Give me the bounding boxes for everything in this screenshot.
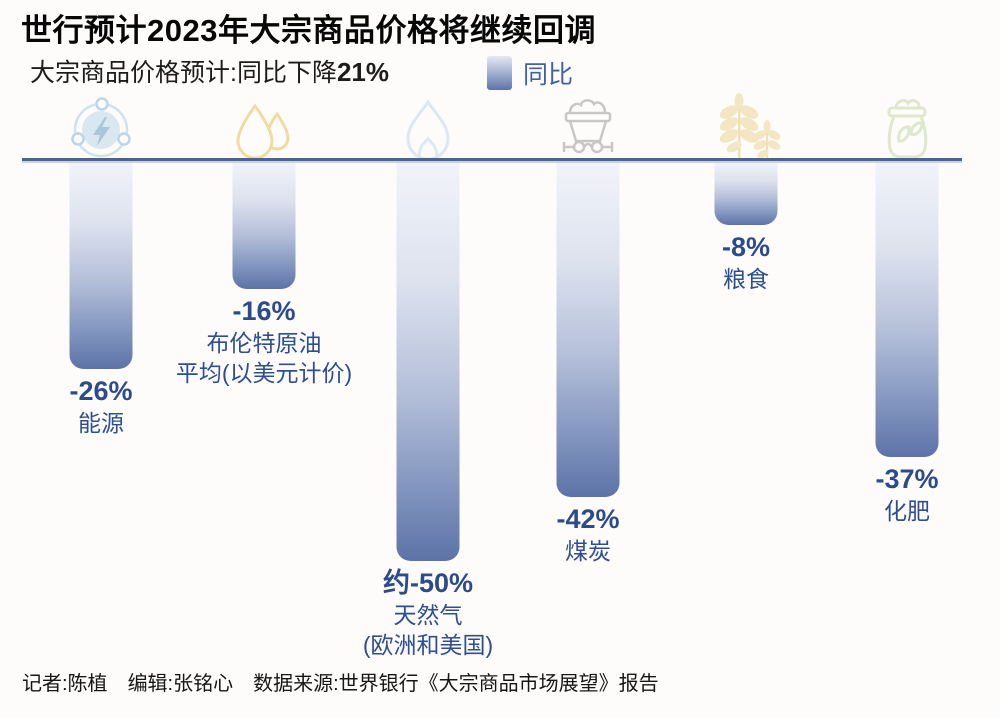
- bar-labels: -16% 布伦特原油 平均(以美元计价): [104, 294, 424, 388]
- legend: 同比: [487, 55, 573, 91]
- bar-value-label: -8%: [721, 232, 770, 262]
- bar-value-label: -16%: [232, 296, 296, 326]
- bar-column-grain: -8% 粮食: [666, 0, 826, 718]
- bar-category-label: 煤炭: [565, 538, 611, 564]
- chart-baseline: [22, 158, 962, 163]
- bar-column-fertilizer: -37% 化肥: [827, 0, 987, 718]
- bar: [69, 161, 133, 369]
- bar: [875, 161, 939, 457]
- bar-value-label: -26%: [69, 376, 133, 406]
- bar-labels: -26% 能源: [0, 374, 261, 438]
- wheat-icon: [707, 90, 785, 166]
- bar-column-energy: -26% 能源: [21, 0, 181, 718]
- footer-source: 数据来源:世界银行《大宗商品市场展望》报告: [253, 673, 659, 695]
- bar-column-brent-crude: -16% 布伦特原油 平均(以美元计价): [176, 0, 352, 718]
- energy-icon: [69, 96, 133, 160]
- bar: [556, 161, 620, 497]
- bar-value-label: 约-50%: [382, 568, 474, 598]
- footer-reporter: 记者:陈植: [22, 673, 108, 695]
- bar-labels: -42% 煤炭: [428, 502, 748, 566]
- coal-cart-icon: [555, 96, 621, 158]
- bar-labels: 约-50% 天然气 (欧洲和美国): [268, 566, 588, 660]
- oil-drops-icon: [232, 96, 296, 162]
- bar-column-natural-gas: 约-50% 天然气 (欧洲和美国): [348, 0, 508, 718]
- fertilizer-bag-icon: [875, 96, 939, 162]
- bar-category-label-2: (欧洲和美国): [362, 632, 494, 658]
- bar: [396, 161, 460, 561]
- bar-labels: -8% 粮食: [586, 230, 906, 294]
- bar-category-label: 能源: [78, 410, 124, 436]
- bar: [714, 161, 778, 225]
- chart-subtitle: 大宗商品价格预计:同比下降21%: [30, 53, 389, 89]
- gas-flame-icon: [398, 96, 458, 162]
- subtitle-text: 大宗商品价格预计:同比下降: [30, 59, 337, 87]
- bar-category-label: 粮食: [723, 266, 769, 292]
- subtitle-percent: 21%: [336, 57, 389, 87]
- bar-category-label: 化肥: [884, 498, 930, 524]
- bar-value-label: -37%: [875, 464, 939, 494]
- bar-column-coal: -42% 煤炭: [508, 0, 668, 718]
- bar-value-label: -42%: [556, 504, 620, 534]
- bar: [232, 161, 296, 289]
- bar-category-label-2: 平均(以美元计价): [175, 360, 353, 386]
- footer-credits: 记者:陈植 编辑:张铭心 数据来源:世界银行《大宗商品市场展望》报告: [22, 667, 679, 696]
- legend-swatch: [487, 56, 512, 90]
- legend-label: 同比: [523, 61, 574, 89]
- bar-labels: -37% 化肥: [747, 462, 1000, 526]
- bar-category-label: 天然气: [393, 602, 463, 628]
- footer-editor: 编辑:张铭心: [127, 673, 234, 695]
- bar-category-label: 布伦特原油: [206, 330, 322, 356]
- page-title: 世行预计2023年大宗商品价格将继续回调: [21, 13, 596, 48]
